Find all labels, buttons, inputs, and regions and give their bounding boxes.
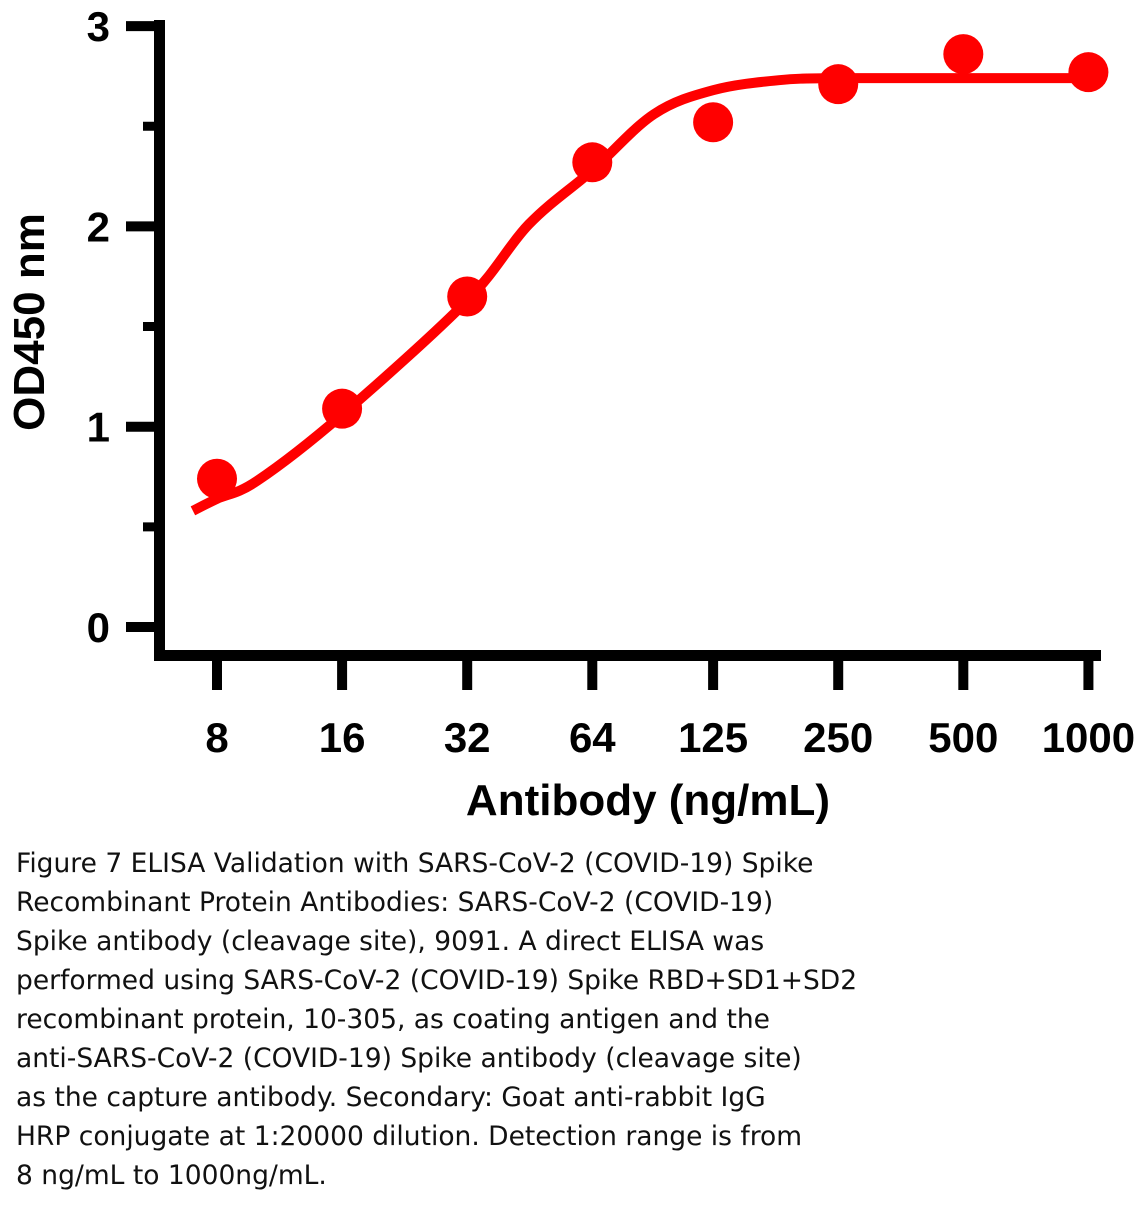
elisa-chart: 0 1 2 3 8 16 32 64 125 250 500 1000 OD450 nm Antibo… bbox=[5, 3, 1135, 825]
data-point bbox=[447, 276, 488, 317]
x-tick-label: 8 bbox=[205, 714, 228, 761]
x-tick-label: 125 bbox=[678, 714, 748, 761]
y-tick-label: 2 bbox=[87, 203, 110, 250]
data-point bbox=[572, 142, 613, 183]
data-point bbox=[693, 102, 734, 143]
y-axis-label: OD450 nm bbox=[5, 213, 54, 431]
data-point bbox=[197, 458, 237, 499]
y-tick-label: 0 bbox=[87, 604, 110, 651]
x-tick-label: 16 bbox=[319, 714, 366, 761]
y-tick-label: 3 bbox=[87, 3, 110, 50]
x-tick-label: 64 bbox=[569, 714, 616, 761]
data-point bbox=[322, 388, 363, 429]
x-tick-label: 250 bbox=[803, 714, 873, 761]
data-point bbox=[818, 64, 859, 105]
x-tick-label: 500 bbox=[928, 714, 998, 761]
figure-caption: Figure 7 ELISA Validation with SARS-CoV-… bbox=[16, 848, 858, 1191]
fit-curve bbox=[190, 73, 1089, 516]
x-tick-label: 32 bbox=[444, 714, 491, 761]
data-point bbox=[943, 34, 984, 75]
data-point bbox=[1068, 52, 1109, 93]
x-axis-label: Antibody (ng/mL) bbox=[466, 776, 830, 825]
x-tick-label: 1000 bbox=[1042, 714, 1135, 761]
y-tick-label: 1 bbox=[87, 404, 110, 451]
